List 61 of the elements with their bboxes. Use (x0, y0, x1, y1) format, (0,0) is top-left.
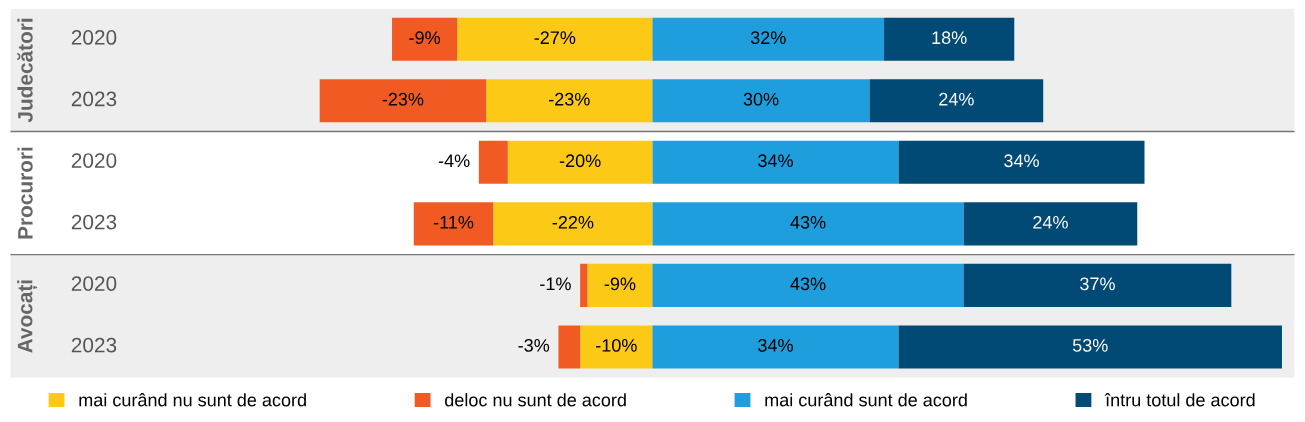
data-label: -9% (604, 277, 636, 291)
bar (869, 79, 1044, 123)
data-label: -1% (540, 277, 571, 291)
y-tick-label: 2020 (71, 30, 117, 45)
data-label: -3% (518, 338, 550, 352)
data-label: 43% (790, 277, 826, 291)
bar (486, 79, 653, 123)
legend-label: întru totul de acord (1104, 393, 1255, 407)
text: Procurori (17, 147, 33, 239)
bar (963, 263, 1232, 307)
data-label: 34% (1004, 154, 1039, 168)
bar (884, 17, 1015, 61)
bar (493, 202, 653, 246)
y-tick-label: 2020 (71, 276, 117, 291)
data-label: 24% (939, 92, 974, 106)
bar (580, 263, 588, 307)
data-label: 18% (932, 31, 967, 45)
text: Avocați (17, 280, 38, 353)
bar (478, 140, 508, 184)
data-label: -11% (433, 215, 474, 229)
data-label: -23% (382, 92, 424, 106)
data-label: 24% (1033, 215, 1068, 229)
data-label: -9% (409, 31, 440, 45)
bar (413, 202, 494, 246)
bar (963, 202, 1138, 246)
y-tick-label: 2020 (71, 153, 117, 168)
data-label: 34% (758, 338, 793, 352)
bar (652, 263, 964, 307)
bar (558, 325, 581, 369)
data-label: -22% (552, 215, 594, 229)
data-label: 53% (1072, 338, 1108, 352)
legend-label: mai curând nu sunt de acord (79, 393, 306, 407)
data-label: -27% (534, 31, 576, 44)
bar (652, 202, 964, 246)
bar (457, 17, 653, 61)
bar (587, 263, 653, 307)
legend-label: mai curând sunt de acord (765, 393, 967, 407)
data-label: 34% (758, 154, 793, 168)
bar (392, 17, 458, 61)
text: Judecători (17, 18, 33, 123)
data-label: 37% (1080, 277, 1115, 291)
bar (507, 140, 653, 184)
data-label: -4% (438, 154, 470, 168)
y-tick-label: 2023 (71, 214, 117, 230)
bar (652, 140, 899, 184)
data-label: 43% (790, 215, 826, 229)
data-label: -23% (549, 92, 590, 106)
legend-label: deloc nu sunt de acord (445, 393, 626, 407)
data-label: 32% (750, 31, 786, 45)
bar (898, 325, 1282, 369)
bar (652, 79, 870, 123)
bar (580, 325, 653, 369)
y-tick-label: 2023 (71, 91, 117, 107)
data-label: -10% (596, 338, 637, 352)
bar (652, 17, 885, 61)
bar (652, 325, 899, 369)
data-label: 30% (743, 92, 779, 106)
data-label: -20% (559, 154, 601, 168)
y-tick-label: 2023 (71, 337, 117, 353)
bar (319, 79, 487, 123)
bar (898, 140, 1145, 184)
